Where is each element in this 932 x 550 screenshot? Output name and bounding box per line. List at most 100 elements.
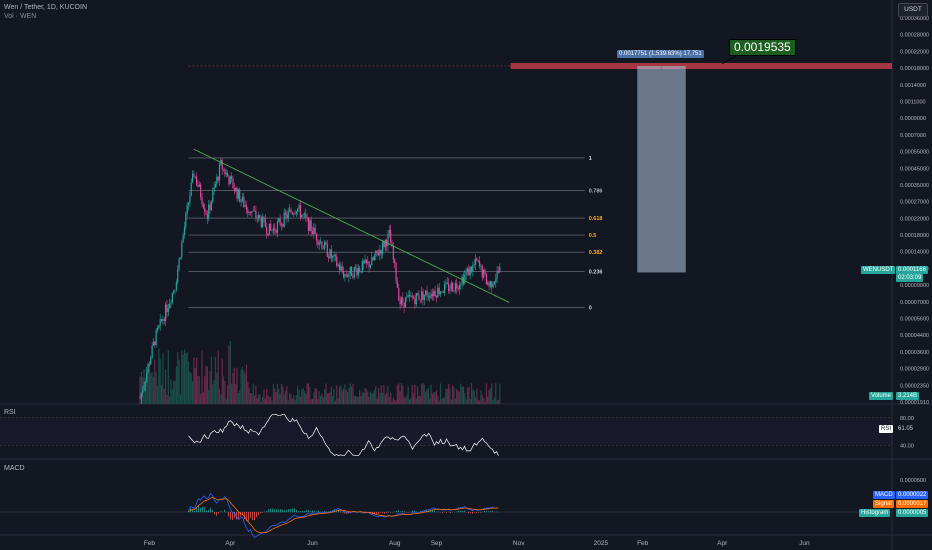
candle-body xyxy=(363,261,365,264)
candle-body xyxy=(321,241,323,249)
candle-body xyxy=(194,176,196,178)
macd-histogram-bar xyxy=(290,508,292,513)
price-tick-17: 0.00007000 xyxy=(900,300,929,306)
histogram-badge-label: Histogram xyxy=(859,509,891,517)
volume-bar xyxy=(160,384,163,404)
volume-bar xyxy=(469,398,471,404)
volume-bar xyxy=(372,392,374,404)
volume-bar xyxy=(318,391,320,404)
time-axis[interactable]: Feb Apr Jun Aug Sep Nov 2025 Feb Apr Jun xyxy=(144,540,810,547)
candle-body xyxy=(365,259,368,263)
candle-body xyxy=(159,319,161,326)
candle-body xyxy=(226,172,229,177)
volume-bar xyxy=(150,373,152,404)
candle-body xyxy=(360,271,362,273)
trendline[interactable] xyxy=(193,148,510,303)
candle-body xyxy=(224,168,226,175)
resistance-zone[interactable] xyxy=(188,62,892,69)
candle-body xyxy=(253,210,256,212)
candle-body xyxy=(414,298,416,305)
fib-retracement[interactable]: 1 0.786 0.618 0.5 0.382 0.236 0 xyxy=(188,156,603,312)
volume-bar xyxy=(408,399,411,404)
volume-bar xyxy=(237,393,239,404)
volume-bar xyxy=(232,372,234,404)
volume-bar xyxy=(332,396,334,404)
candle-body xyxy=(196,176,198,185)
volume-bar xyxy=(256,397,258,404)
candle-body xyxy=(383,241,385,248)
price-tick-23: 0.00001910 xyxy=(900,400,929,406)
macd-histogram-bar xyxy=(318,510,320,513)
time-label-4: Sep xyxy=(431,540,443,547)
volume-bar xyxy=(162,353,164,404)
candle-body xyxy=(232,178,234,189)
candle-body xyxy=(395,262,397,281)
rsi-badge-label: RSI xyxy=(879,425,894,433)
rsi-pane-label[interactable]: RSI xyxy=(4,409,16,416)
candle-body xyxy=(375,250,377,257)
candle-body xyxy=(472,264,474,272)
candle-body xyxy=(379,249,381,256)
volume-bar xyxy=(483,398,485,404)
candle-body xyxy=(276,221,279,233)
candle-body xyxy=(333,254,335,256)
macd-histogram-bar xyxy=(202,506,204,513)
volume-bar xyxy=(369,391,372,404)
candle-body xyxy=(330,249,332,258)
volume-bar xyxy=(213,379,215,404)
candle-body xyxy=(204,207,206,212)
candle-body xyxy=(350,266,353,276)
volume-bar xyxy=(270,396,272,404)
candle-body xyxy=(247,209,249,213)
target-price-box[interactable]: 0.0019535 xyxy=(729,39,796,56)
candle-body xyxy=(148,364,151,365)
candle-body xyxy=(441,291,443,293)
macd-histogram-bar xyxy=(280,509,282,513)
candle-body xyxy=(422,291,424,301)
candle-body xyxy=(439,291,442,295)
fib-label-5: 0.236 xyxy=(589,269,603,275)
candle-body xyxy=(206,213,208,219)
volume-bar xyxy=(491,383,493,404)
candle-body xyxy=(197,184,199,187)
volume-bar xyxy=(272,383,275,404)
candle-body xyxy=(216,176,218,185)
macd-pane-label[interactable]: MACD xyxy=(4,465,25,472)
candle-body xyxy=(286,214,288,219)
candle-body xyxy=(356,268,358,276)
volume-bar xyxy=(201,350,203,404)
price-axis[interactable]: 0.00036000 0.00028000 0.00022000 0.00018000… xyxy=(900,16,929,406)
volume-bar xyxy=(371,393,373,404)
candle-body xyxy=(372,257,374,260)
macd-histogram-bar xyxy=(218,512,220,514)
macd-histogram-bar xyxy=(432,510,434,513)
volume-bar xyxy=(286,385,288,404)
projection-box[interactable] xyxy=(637,47,751,273)
fib-label-4: 0.382 xyxy=(589,250,603,256)
candle-body xyxy=(394,259,396,263)
candle-body xyxy=(229,176,231,185)
candle-body xyxy=(235,187,237,191)
macd-histogram-bar xyxy=(282,509,284,513)
price-tick-9: 0.00045000 xyxy=(900,166,929,172)
currency-button[interactable]: USDT xyxy=(898,3,928,17)
volume-indicator-label[interactable]: Vol · WEN xyxy=(4,13,37,20)
candle-body xyxy=(336,256,338,266)
volume-bar xyxy=(305,393,307,404)
candle-body xyxy=(150,357,152,365)
candle-body xyxy=(381,241,384,254)
volume-bar xyxy=(222,376,225,404)
macd-histogram-bar xyxy=(430,510,432,513)
volume-bar xyxy=(472,389,474,404)
candle-body xyxy=(210,201,213,211)
signal-badge-value: 0.0000017 xyxy=(896,500,929,508)
symbol-title[interactable]: Wen / Tether, 1D, KUCOIN xyxy=(4,4,87,11)
volume-bar xyxy=(364,388,366,404)
candle-body xyxy=(282,224,284,227)
candle-body xyxy=(493,281,496,285)
volume-bar xyxy=(493,397,496,404)
volume-bar xyxy=(247,381,249,404)
macd-histogram-bar xyxy=(384,512,386,514)
volume-bar xyxy=(288,392,291,404)
